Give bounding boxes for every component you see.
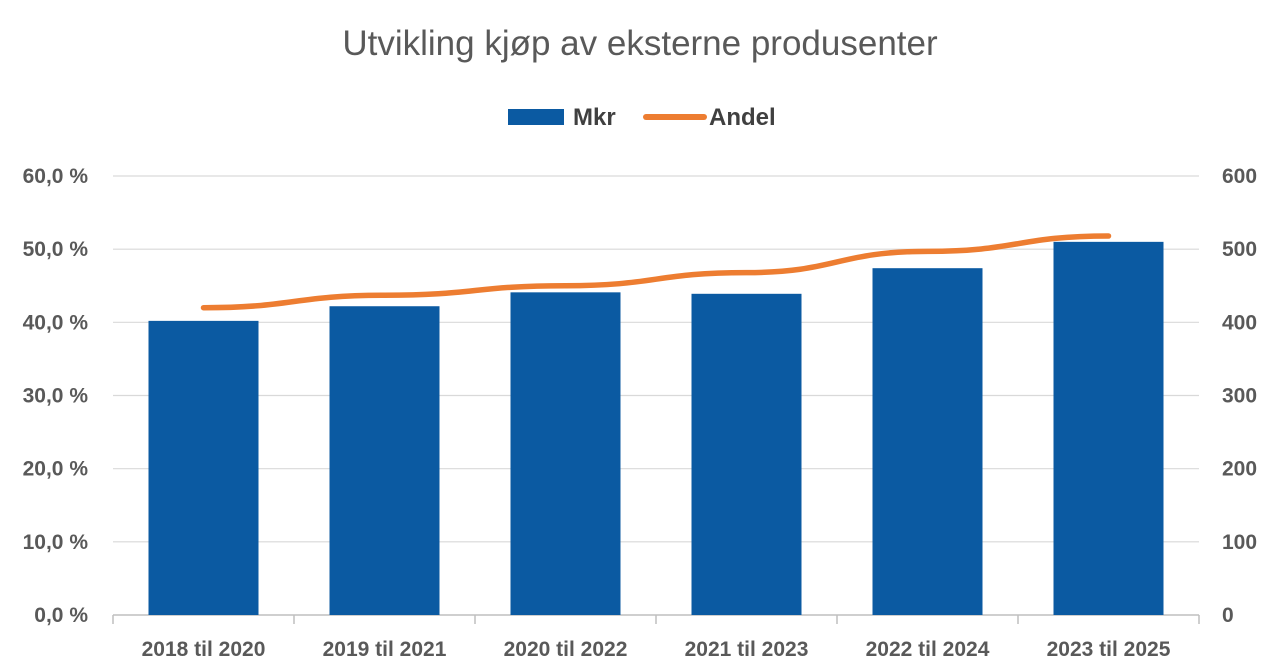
y-left-tick-label: 50,0 % xyxy=(23,238,89,261)
axis-ticks: 0,0 % 0 10,0 % 100 20,0 % 200 30,0 % 300 40,0 % 4… xyxy=(23,165,1257,661)
y-right-tick-label: 100 xyxy=(1222,531,1257,554)
chart-title: Utvikling kjøp av eksterne produsenter xyxy=(342,24,938,63)
bar xyxy=(148,320,259,615)
legend-label-andel: Andel xyxy=(709,104,776,131)
line-series-andel xyxy=(200,233,1112,311)
y-left-tick-label: 60,0 % xyxy=(23,165,89,188)
y-left-tick-label: 0,0 % xyxy=(34,604,88,627)
y-right-tick-label: 400 xyxy=(1222,311,1257,334)
x-tick-label: 2019 til 2021 xyxy=(323,638,447,661)
bar xyxy=(691,293,802,615)
y-left-tick-label: 40,0 % xyxy=(23,311,89,334)
y-right-tick-label: 0 xyxy=(1222,604,1234,627)
legend: Mkr Andel xyxy=(508,104,776,131)
x-tick-label: 2021 til 2023 xyxy=(685,638,809,661)
y-right-tick-label: 500 xyxy=(1222,238,1257,261)
y-left-tick-label: 20,0 % xyxy=(23,458,89,481)
bar xyxy=(872,268,983,615)
bar xyxy=(510,292,621,615)
bar xyxy=(1053,241,1164,615)
x-tick-label: 2022 til 2024 xyxy=(866,638,990,661)
y-left-tick-label: 30,0 % xyxy=(23,385,89,408)
gridlines xyxy=(112,175,1200,624)
y-right-tick-label: 300 xyxy=(1222,385,1257,408)
bar-series-mkr xyxy=(148,241,1164,615)
y-left-tick-label: 10,0 % xyxy=(23,531,89,554)
legend-swatch-mkr xyxy=(508,109,564,125)
x-tick-label: 2023 til 2025 xyxy=(1047,638,1171,661)
line-andel xyxy=(200,233,1112,311)
y-right-tick-label: 600 xyxy=(1222,165,1257,188)
x-tick-label: 2020 til 2022 xyxy=(504,638,628,661)
y-right-tick-label: 200 xyxy=(1222,458,1257,481)
legend-label-mkr: Mkr xyxy=(573,104,616,131)
x-tick-label: 2018 til 2020 xyxy=(142,638,266,661)
bar xyxy=(329,306,440,615)
